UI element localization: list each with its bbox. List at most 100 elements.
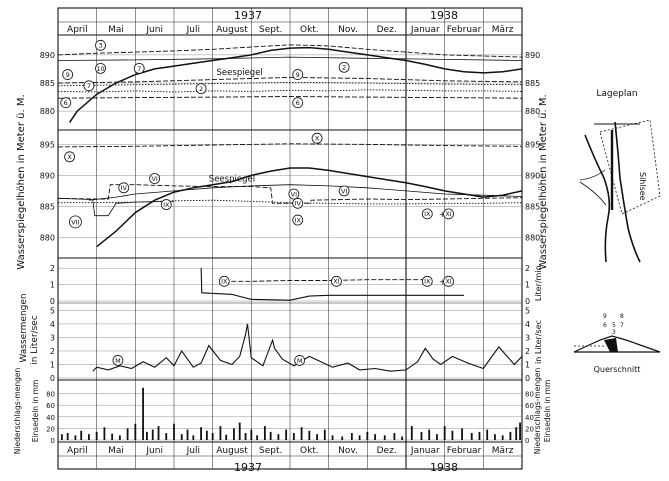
precip-bar [263,426,266,440]
y-tick-label: 1 [50,360,55,369]
querschnitt-number: 7 [620,322,624,329]
series-line-ix [200,268,464,301]
curve-label: XI [333,278,339,286]
y-tick-label-right: 1 [525,360,530,369]
y-tick-label-right: 0 [525,437,529,445]
curve-label: M [297,357,303,365]
label-circle [292,214,304,226]
y-tick-label-right: 80 [525,391,534,399]
month-labels-bottom: April Mai Juni Juli August Sept. Okt. No… [67,446,514,456]
y-tick-label-right: 0 [525,297,530,306]
precip-bar [285,429,288,440]
label-circle [69,215,82,229]
precip-bar [88,434,90,440]
month-label-bottom: Nov. [338,446,358,456]
label-circle [294,355,306,366]
annotation-text: Seespiegel [217,68,263,78]
label-circle [133,62,145,74]
precip-bar [428,429,431,440]
label-circle [292,197,304,209]
label-circle [421,275,433,287]
precip-bar [74,435,77,440]
precip-bar [420,431,423,440]
month-label-top: Nov. [338,25,358,35]
year-label-bottom-1938: 1938 [430,461,458,474]
label-circle [330,275,342,287]
y-tick-label: 80 [46,391,55,399]
querschnitt-number: 9 [603,313,607,320]
label-circle [338,61,350,73]
month-label-top: Januar [410,25,440,35]
precip-bar [461,428,463,440]
series-line-seespiegel [68,46,523,123]
month-label-top: April [67,25,88,35]
precip-bar [244,433,247,440]
label-circle [292,97,304,109]
precip-bar [366,431,369,440]
label-circle [62,69,74,80]
lageplan-river-left [584,134,611,263]
label-circle [60,97,72,109]
precip-bar [350,433,353,440]
y-tick-label: 885 [40,202,55,211]
precip-bar [519,422,521,440]
precip-bar [200,427,202,440]
curve-label: M [115,357,121,365]
ylabel-precip-title-right: Niederschlags-mengen [533,368,542,455]
precip-bar [470,433,473,440]
series-line-2 [57,89,523,93]
series-line-m [92,323,523,372]
label-circle [112,355,124,366]
precip-bar [118,435,121,440]
curve-label: IX [424,278,431,286]
querschnitt-number: 6 [603,322,607,329]
month-label-top: August [216,25,248,35]
y-tick-label-right: 880 [525,107,540,116]
precip-bar [225,434,228,440]
precip-bar [494,434,496,440]
y-tick-label: 890 [40,171,55,180]
lageplan-outline [599,119,661,215]
series-line-10 [57,56,523,61]
annotation-text: + [439,277,446,286]
y-tick-label: 2 [50,264,55,273]
panel-precip: 0 0 20 20 40 40 60 60 80 80 [46,387,534,445]
panel-flow_small: 0 01 12 2IX XI IX + XI [50,264,530,306]
month-label-top: Okt. [300,25,319,35]
panel-levels_top: 880 880 885 885 890 890 Seespiegel 3 10 7 9 7 2 6 9 6 2 [40,39,540,123]
precip-bar [60,434,63,440]
y-tick-label-right: 20 [525,425,534,433]
series-line-vi [88,184,523,201]
precip-bar [451,430,454,440]
querschnitt-inset: 9 8 6 5 7 3 Querschnitt [573,313,661,374]
label-circle [83,80,95,92]
querschnitt-profile [573,335,661,353]
precip-bar [501,435,504,440]
precip-bar [292,433,295,440]
precip-bar [401,436,404,440]
annotation-text: Seespiegel [209,175,255,185]
curve-label: 6 [64,99,68,107]
curve-label: IV [295,200,302,208]
curve-label: IX [295,216,302,224]
y-tick-label-right: 880 [525,233,540,242]
precip-bar [142,387,144,440]
ylabel-flow-main: in Liter/sec [30,315,40,365]
y-tick-label: 1 [50,281,55,290]
y-tick-label-right: 885 [525,79,540,88]
y-tick-label-right: 2 [525,347,530,356]
precip-bar [211,433,214,440]
y-tick-label-right: 3 [525,333,530,342]
label-circle [338,185,350,197]
curve-label: 6 [296,99,300,107]
precip-bar [80,430,83,440]
precip-bar [173,423,175,440]
querschnitt-number: 5 [612,322,616,329]
precip-bar [341,436,344,440]
y-tick-label: 895 [40,140,55,149]
curve-label: VI [341,187,347,195]
ylabel-flow-small-right: Liter/min. [534,263,543,301]
